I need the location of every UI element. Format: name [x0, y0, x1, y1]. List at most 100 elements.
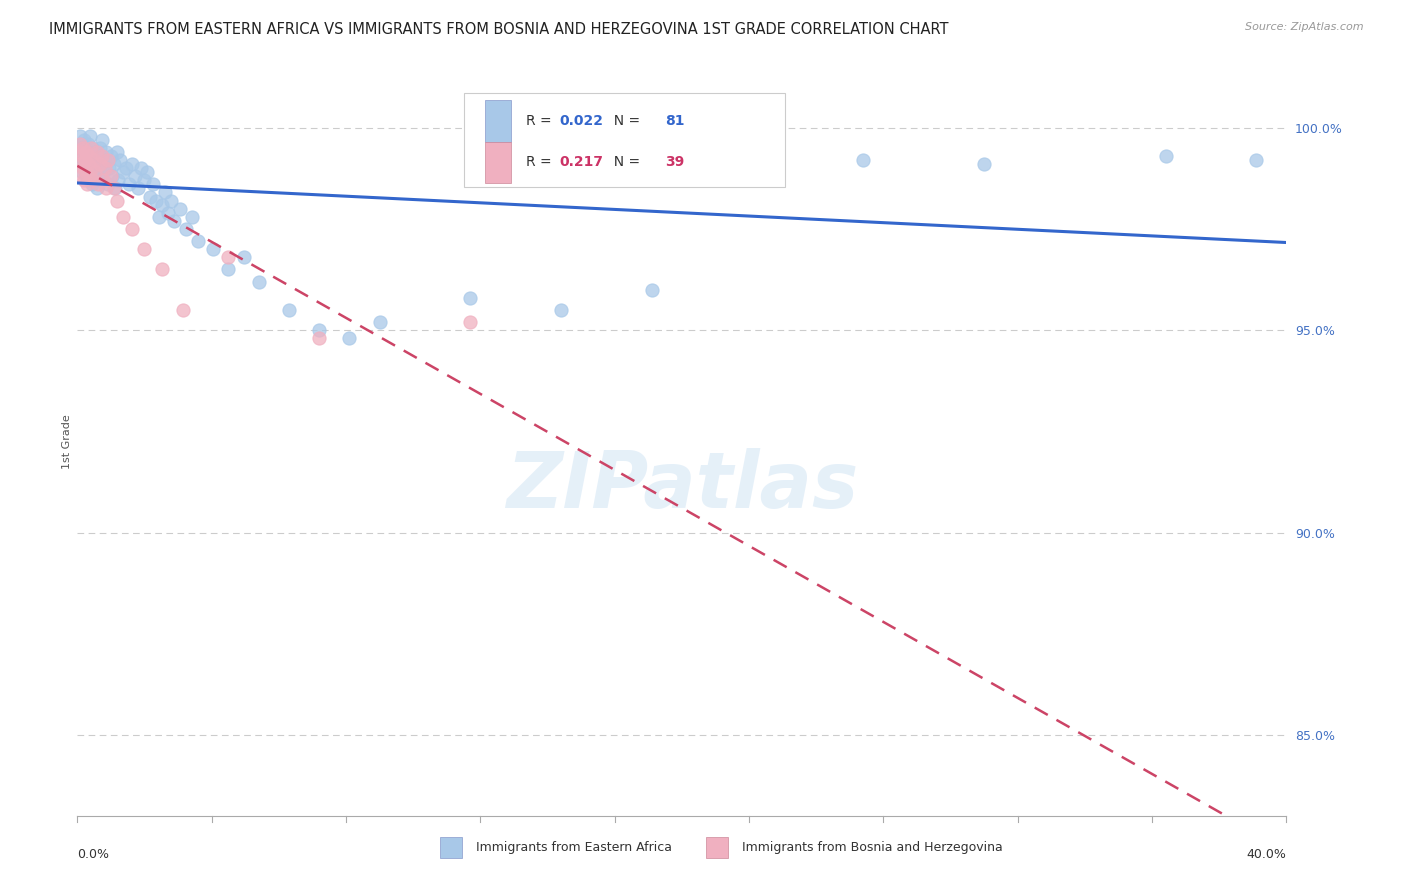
- Point: [132, 173, 155, 187]
- Point: [73, 173, 96, 187]
- Point: [70, 149, 93, 163]
- Text: Source: ZipAtlas.com: Source: ZipAtlas.com: [1246, 22, 1364, 32]
- Point: [86, 145, 108, 159]
- Text: 0.022: 0.022: [560, 114, 603, 128]
- Point: [83, 165, 105, 179]
- Text: 40.0%: 40.0%: [1247, 847, 1286, 861]
- Point: [72, 161, 94, 176]
- Point: [150, 197, 173, 211]
- Point: [72, 145, 94, 159]
- FancyBboxPatch shape: [485, 101, 512, 142]
- Point: [127, 181, 149, 195]
- Point: [169, 202, 191, 216]
- Point: [83, 153, 105, 167]
- Point: [105, 194, 128, 208]
- Point: [218, 262, 240, 277]
- Point: [82, 161, 104, 176]
- Point: [96, 178, 118, 192]
- Point: [202, 242, 225, 256]
- Point: [129, 161, 152, 176]
- Point: [100, 169, 122, 184]
- Text: R =: R =: [526, 155, 555, 169]
- Point: [731, 161, 754, 176]
- Point: [70, 157, 93, 171]
- Point: [118, 178, 141, 192]
- Point: [278, 302, 301, 317]
- Point: [86, 181, 108, 195]
- Point: [83, 145, 105, 159]
- Point: [157, 205, 180, 219]
- Point: [73, 153, 96, 167]
- Point: [90, 133, 112, 147]
- Point: [67, 145, 90, 159]
- Point: [181, 210, 204, 224]
- Point: [75, 169, 97, 184]
- Point: [94, 181, 117, 195]
- FancyBboxPatch shape: [706, 838, 728, 858]
- Point: [79, 128, 101, 143]
- Point: [153, 186, 176, 200]
- Text: N =: N =: [605, 155, 644, 169]
- Point: [80, 141, 103, 155]
- Point: [77, 136, 100, 151]
- Point: [187, 234, 209, 248]
- Point: [150, 262, 173, 277]
- Point: [75, 145, 97, 159]
- Point: [75, 165, 97, 179]
- Point: [107, 173, 129, 187]
- Point: [368, 315, 391, 329]
- Text: Immigrants from Eastern Africa: Immigrants from Eastern Africa: [477, 841, 672, 855]
- Point: [84, 173, 107, 187]
- Point: [94, 145, 117, 159]
- Point: [69, 136, 91, 151]
- Point: [93, 153, 115, 167]
- Point: [72, 141, 94, 155]
- Point: [79, 169, 101, 184]
- FancyBboxPatch shape: [440, 838, 461, 858]
- Point: [89, 157, 111, 171]
- Point: [339, 331, 360, 345]
- Point: [973, 157, 995, 171]
- Text: ZIPatlas: ZIPatlas: [506, 449, 858, 524]
- Point: [121, 222, 143, 236]
- Text: IMMIGRANTS FROM EASTERN AFRICA VS IMMIGRANTS FROM BOSNIA AND HERZEGOVINA 1ST GRA: IMMIGRANTS FROM EASTERN AFRICA VS IMMIGR…: [49, 22, 949, 37]
- Point: [1246, 153, 1268, 167]
- Point: [100, 149, 122, 163]
- Point: [87, 169, 110, 184]
- Point: [142, 178, 165, 192]
- Point: [75, 141, 97, 155]
- Text: 0.0%: 0.0%: [77, 847, 110, 861]
- Point: [77, 157, 100, 171]
- Point: [852, 153, 875, 167]
- Point: [79, 149, 101, 163]
- Point: [550, 302, 572, 317]
- Point: [641, 283, 664, 297]
- Point: [77, 173, 100, 187]
- Point: [87, 161, 110, 176]
- Point: [308, 323, 330, 337]
- Point: [98, 161, 121, 176]
- Point: [90, 149, 112, 163]
- Point: [101, 169, 124, 184]
- Point: [82, 141, 104, 155]
- Point: [89, 141, 111, 155]
- Point: [90, 157, 112, 171]
- Point: [135, 165, 157, 179]
- Point: [91, 173, 114, 187]
- Point: [111, 165, 134, 179]
- Point: [132, 242, 155, 256]
- Point: [76, 178, 98, 192]
- Point: [114, 161, 136, 176]
- Point: [69, 149, 91, 163]
- Point: [1154, 149, 1177, 163]
- Point: [104, 181, 127, 195]
- Point: [145, 194, 167, 208]
- Y-axis label: 1st Grade: 1st Grade: [62, 414, 72, 469]
- Text: 0.217: 0.217: [560, 155, 603, 169]
- Point: [87, 178, 110, 192]
- Point: [70, 136, 93, 151]
- Point: [80, 178, 103, 192]
- Point: [121, 157, 143, 171]
- Text: 39: 39: [665, 155, 685, 169]
- Point: [148, 210, 170, 224]
